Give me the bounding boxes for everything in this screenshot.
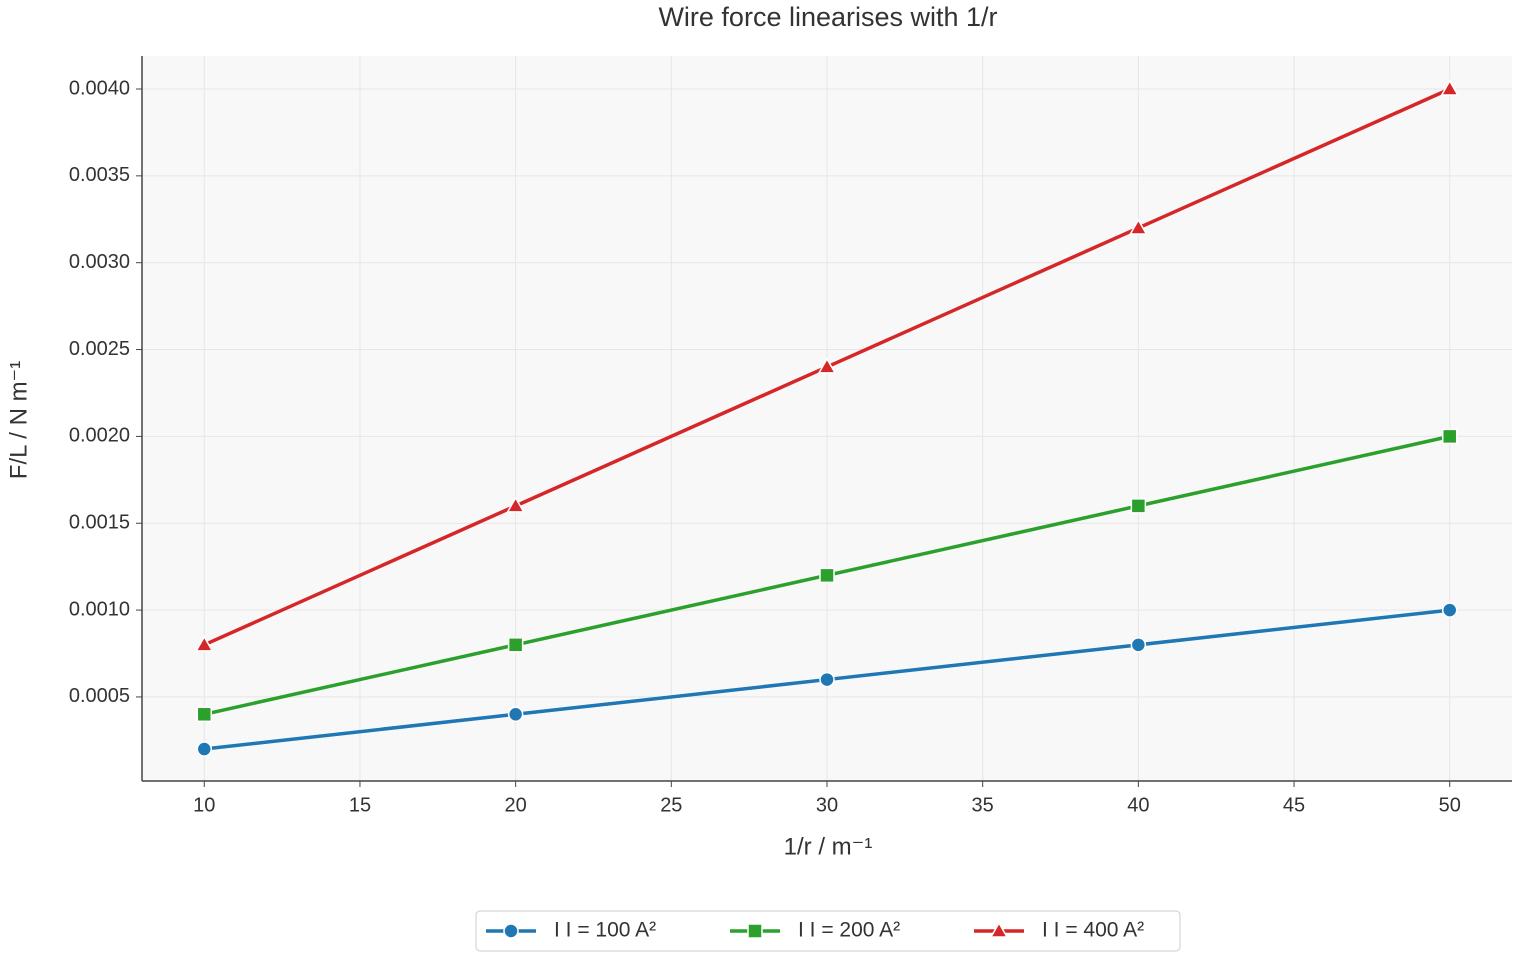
marker [1130, 498, 1147, 514]
y-axis-label: F/L / N m⁻¹ [5, 361, 32, 479]
marker [1440, 79, 1460, 96]
marker [819, 567, 835, 584]
x-tick-label: 30 [816, 794, 838, 816]
marker [507, 706, 524, 723]
x-tick-label: 20 [505, 794, 527, 816]
x-tick-label: 25 [660, 794, 682, 816]
legend-label: I I = 400 A² [1042, 919, 1144, 942]
y-tick-label: 0.0015 [69, 512, 130, 534]
marker [1441, 428, 1458, 445]
marker [989, 921, 1009, 938]
legend-label: I I = 200 A² [798, 919, 900, 942]
marker [819, 671, 835, 688]
marker [194, 635, 214, 652]
marker [196, 741, 213, 757]
legend [475, 910, 1181, 952]
marker [196, 706, 213, 723]
x-tick-label: 40 [1127, 794, 1149, 816]
y-tick-label: 0.0025 [69, 338, 130, 360]
marker [507, 637, 524, 653]
x-axis-label: 1/r / m⁻¹ [784, 833, 873, 860]
marker [506, 496, 525, 513]
grid [142, 56, 1512, 781]
chart-title: Wire force linearises with 1/r [658, 2, 997, 32]
y-tick-label: 0.0035 [69, 164, 130, 186]
marker [817, 357, 837, 374]
marker [1441, 602, 1458, 618]
plot [194, 79, 1460, 757]
x-tick-label: 35 [972, 794, 994, 816]
y-tick-label: 0.0005 [69, 685, 130, 707]
y-tick-label: 0.0020 [69, 425, 130, 447]
y-tick-label: 0.0010 [69, 598, 130, 620]
marker [1130, 637, 1147, 653]
legend-label: I I = 100 A² [554, 919, 656, 942]
x-tick-label: 45 [1283, 794, 1305, 816]
marker [503, 923, 519, 939]
marker [1129, 218, 1148, 235]
x-tick-label: 15 [349, 794, 371, 816]
y-tick-label: 0.0040 [69, 77, 130, 99]
marker [747, 923, 763, 939]
x-tick-label: 10 [193, 794, 215, 816]
y-tick-label: 0.0030 [69, 251, 130, 273]
x-tick-label: 50 [1439, 794, 1461, 816]
